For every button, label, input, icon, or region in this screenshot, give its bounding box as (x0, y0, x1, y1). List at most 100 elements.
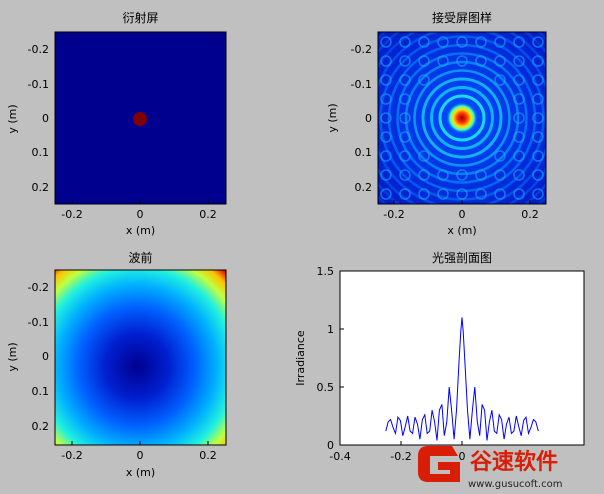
interference-spot (513, 150, 525, 162)
interference-spot (532, 93, 544, 105)
interference-spot (380, 55, 392, 67)
y-axis-label: y (m) (6, 104, 19, 133)
interference-spot (418, 188, 430, 200)
interference-spot (532, 112, 544, 124)
y-tick-label: 0 (327, 439, 334, 452)
interference-spot (532, 131, 544, 143)
x-tick-label: -0.2 (61, 449, 82, 462)
interference-spot (380, 188, 392, 200)
interference-spot (437, 55, 449, 67)
interference-spot (513, 93, 525, 105)
interference-spot (418, 55, 430, 67)
interference-spot (494, 36, 506, 48)
interference-spot (532, 188, 544, 200)
x-axis-label: x (m) (447, 224, 476, 237)
interference-spot (475, 188, 487, 200)
central-spot (446, 102, 478, 134)
y-tick-label: 0 (42, 350, 49, 363)
diffraction-ring (430, 86, 494, 150)
y-ticks: -0.2 -0.1 0 0.1 0.2 (28, 43, 49, 194)
interference-spot (513, 74, 525, 86)
plot-title: 接受屏图样 (432, 10, 492, 25)
y-axis-label: y (m) (6, 342, 19, 371)
interference-spot (399, 74, 411, 86)
interference-spot (494, 169, 506, 181)
x-ticks: -0.2 0 0.2 (61, 441, 217, 462)
watermark: 谷速软件 www.gusuсoft.com (418, 446, 562, 490)
y-tick-label: -0.1 (28, 316, 49, 329)
x-tick-label: -0.2 (61, 208, 82, 221)
y-tick-label: 0.1 (32, 146, 50, 159)
subplot-receiving-pattern: 接受屏图样 -0.2 0 0.2 -0.2 -0.1 0 0.1 0.2 x (… (326, 10, 547, 237)
x-ticks: -0.2 0 0.2 (383, 200, 539, 221)
interference-spot (399, 93, 411, 105)
y-tick-label: 1 (327, 323, 334, 336)
y-tick-label: 0.1 (355, 146, 373, 159)
interference-spot (513, 36, 525, 48)
interference-spot (513, 112, 525, 124)
y-tick-label: 0.5 (317, 381, 335, 394)
interference-spot (380, 131, 392, 143)
interference-spot (437, 188, 449, 200)
y-axis-label: y (m) (326, 103, 339, 132)
diffraction-ring (387, 43, 537, 193)
plot-title: 光强剖面图 (432, 251, 492, 265)
y-tick-label: 0.2 (355, 181, 373, 194)
y-tick-label: 0.2 (32, 420, 50, 433)
interference-spot (380, 150, 392, 162)
interference-spot (494, 74, 506, 86)
watermark-brand: 谷速软件 (470, 449, 558, 475)
diffraction-ring (396, 52, 528, 184)
interference-spot (475, 169, 487, 181)
interference-spot (513, 169, 525, 181)
x-tick-label: -0.2 (390, 450, 411, 463)
plot-title: 波前 (128, 250, 152, 265)
x-tick-label: 0 (137, 208, 144, 221)
watermark-url: www.gusuсoft.com (468, 479, 562, 490)
plot-area (339, 270, 585, 446)
interference-spot (418, 36, 430, 48)
y-tick-label: -0.2 (28, 43, 49, 56)
irradiance-line (385, 317, 539, 441)
y-axis-label: Irradiance (294, 330, 307, 386)
subplot-diffraction-screen: 衍射屏 -0.2 0 0.2 -0.2 -0.1 0 0.1 0.2 x (m)… (6, 10, 227, 237)
interference-spot (399, 55, 411, 67)
interference-spot (475, 36, 487, 48)
interference-spot (456, 169, 468, 181)
x-tick-label: 0.2 (199, 449, 217, 462)
interference-spot (399, 36, 411, 48)
interference-spot (532, 150, 544, 162)
interference-spot (494, 150, 506, 162)
wavefront-field (55, 270, 226, 445)
subplot-wavefront: 波前 -0.2 0 0.2 -0.2 -0.1 0 0.1 0.2 x (m) … (6, 250, 227, 479)
y-tick-label: -0.1 (28, 78, 49, 91)
aperture-mark (133, 112, 147, 126)
subplot-intensity-profile: 光强剖面图 0 0.5 1 1.5 -0.4 -0.2 0 Irradiance (294, 251, 585, 463)
x-tick-label: -0.4 (329, 450, 350, 463)
y-tick-label: 0.2 (32, 181, 50, 194)
x-axis-label: x (m) (126, 466, 155, 479)
interference-spot (418, 74, 430, 86)
interference-spot (418, 150, 430, 162)
interference-spot (456, 36, 468, 48)
axis-ticks: 0 0.5 1 1.5 -0.4 -0.2 0 (317, 265, 466, 463)
interference-spot (532, 74, 544, 86)
y-tick-label: -0.2 (351, 43, 372, 56)
interference-spot (456, 55, 468, 67)
y-tick-label: -0.1 (351, 78, 372, 91)
y-ticks: -0.2 -0.1 0 0.1 0.2 (351, 43, 372, 194)
watermark-logo-icon (418, 446, 460, 482)
interference-spot (399, 188, 411, 200)
diffraction-rings (378, 32, 546, 204)
interference-spot (380, 112, 392, 124)
x-tick-label: 0.2 (199, 208, 217, 221)
x-tick-label: 0 (459, 450, 466, 463)
interference-spot (380, 93, 392, 105)
interference-spot (380, 169, 392, 181)
interference-spot (532, 36, 544, 48)
interference-spot (494, 188, 506, 200)
y-tick-label: 0.1 (32, 385, 50, 398)
x-tick-label: 0.2 (521, 208, 539, 221)
x-axis-label: x (m) (126, 224, 155, 237)
